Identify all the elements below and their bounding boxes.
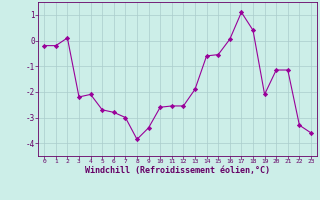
X-axis label: Windchill (Refroidissement éolien,°C): Windchill (Refroidissement éolien,°C) (85, 166, 270, 175)
